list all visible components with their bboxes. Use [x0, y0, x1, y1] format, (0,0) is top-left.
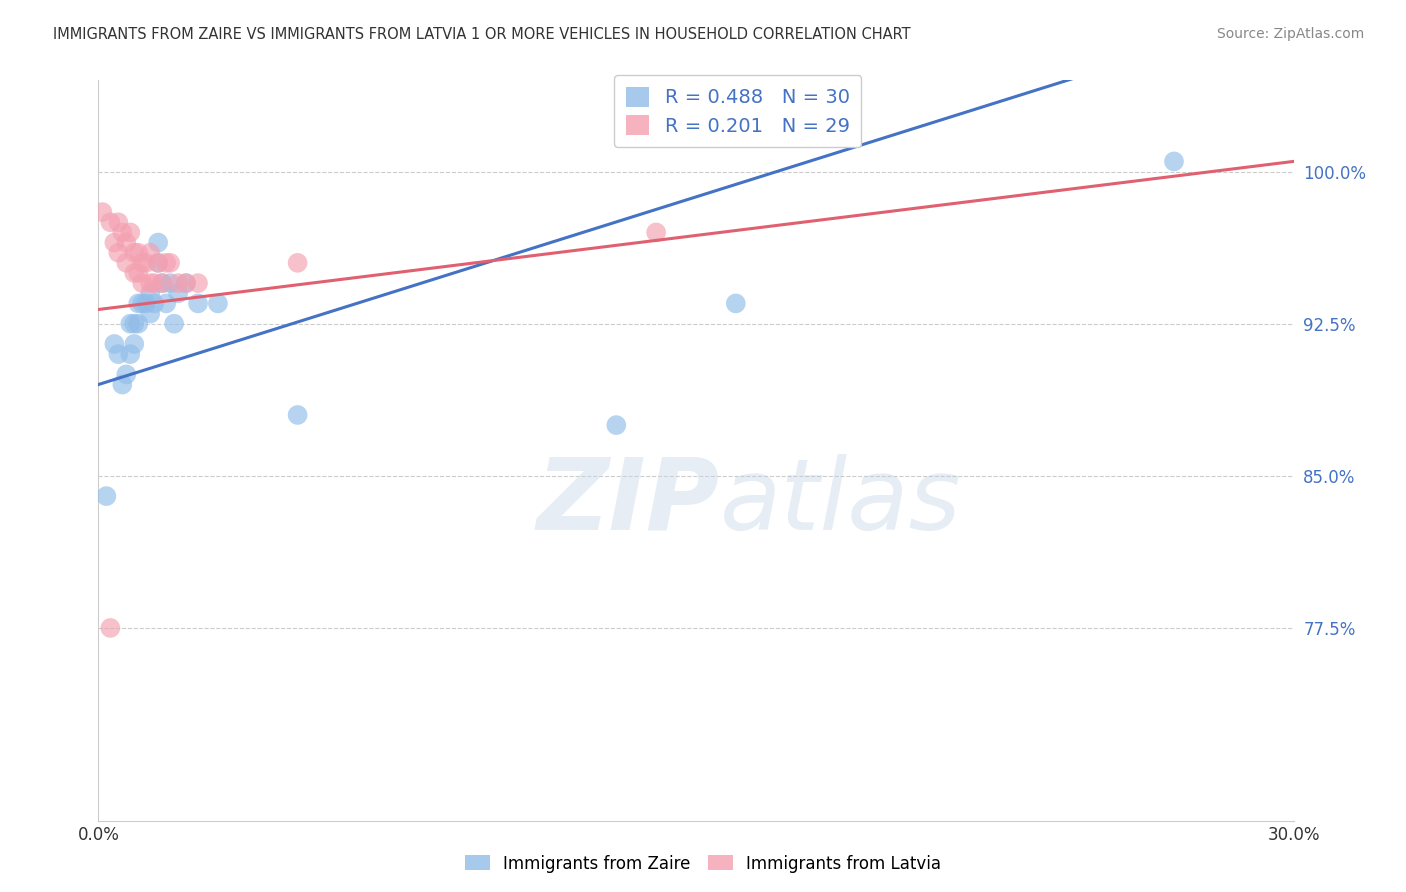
Point [139, 276, 162, 290]
Point [148, 235, 170, 250]
Point [131, 256, 153, 270]
Point [111, 377, 134, 392]
Point [645, 226, 668, 240]
Point [96, 489, 118, 503]
Point [174, 276, 197, 290]
Point [174, 276, 197, 290]
Point [150, 276, 173, 290]
Point [143, 296, 166, 310]
Point [159, 256, 181, 270]
Point [115, 256, 138, 270]
Point [150, 276, 173, 290]
Point [139, 286, 162, 301]
Point [187, 296, 209, 310]
Point [135, 256, 157, 270]
Point [103, 235, 125, 250]
Point [98, 621, 122, 635]
Point [107, 347, 129, 361]
Point [139, 245, 162, 260]
Point [131, 276, 153, 290]
Point [124, 266, 146, 280]
Point [124, 245, 146, 260]
Point [148, 256, 170, 270]
Point [98, 215, 122, 229]
Point [148, 256, 170, 270]
Point [143, 276, 166, 290]
Point [107, 245, 129, 260]
Point [127, 296, 149, 310]
Point [120, 317, 142, 331]
Text: atlas: atlas [720, 454, 962, 550]
Point [287, 408, 309, 422]
Point [139, 307, 162, 321]
Point [115, 368, 138, 382]
Legend: Immigrants from Zaire, Immigrants from Latvia: Immigrants from Zaire, Immigrants from L… [458, 848, 948, 880]
Point [124, 317, 146, 331]
Point [111, 226, 134, 240]
Point [127, 317, 149, 331]
Legend: R = 0.488   N = 30, R = 0.201   N = 29: R = 0.488 N = 30, R = 0.201 N = 29 [614, 75, 862, 147]
Point [159, 276, 181, 290]
Point [120, 347, 142, 361]
Point [124, 337, 146, 351]
Point [187, 276, 209, 290]
Point [131, 296, 153, 310]
Point [1163, 154, 1185, 169]
Point [287, 256, 309, 270]
Point [167, 286, 190, 301]
Text: IMMIGRANTS FROM ZAIRE VS IMMIGRANTS FROM LATVIA 1 OR MORE VEHICLES IN HOUSEHOLD : IMMIGRANTS FROM ZAIRE VS IMMIGRANTS FROM… [53, 27, 911, 42]
Text: ZIP: ZIP [537, 454, 720, 550]
Point [155, 296, 177, 310]
Point [127, 245, 149, 260]
Point [135, 296, 157, 310]
Text: Source: ZipAtlas.com: Source: ZipAtlas.com [1216, 27, 1364, 41]
Point [120, 226, 142, 240]
Point [207, 296, 229, 310]
Point [91, 205, 114, 219]
Point [163, 317, 186, 331]
Point [155, 256, 177, 270]
Point [605, 418, 627, 433]
Point [167, 276, 190, 290]
Point [107, 215, 129, 229]
Point [724, 296, 747, 310]
Point [115, 235, 138, 250]
Point [127, 266, 149, 280]
Point [103, 337, 125, 351]
